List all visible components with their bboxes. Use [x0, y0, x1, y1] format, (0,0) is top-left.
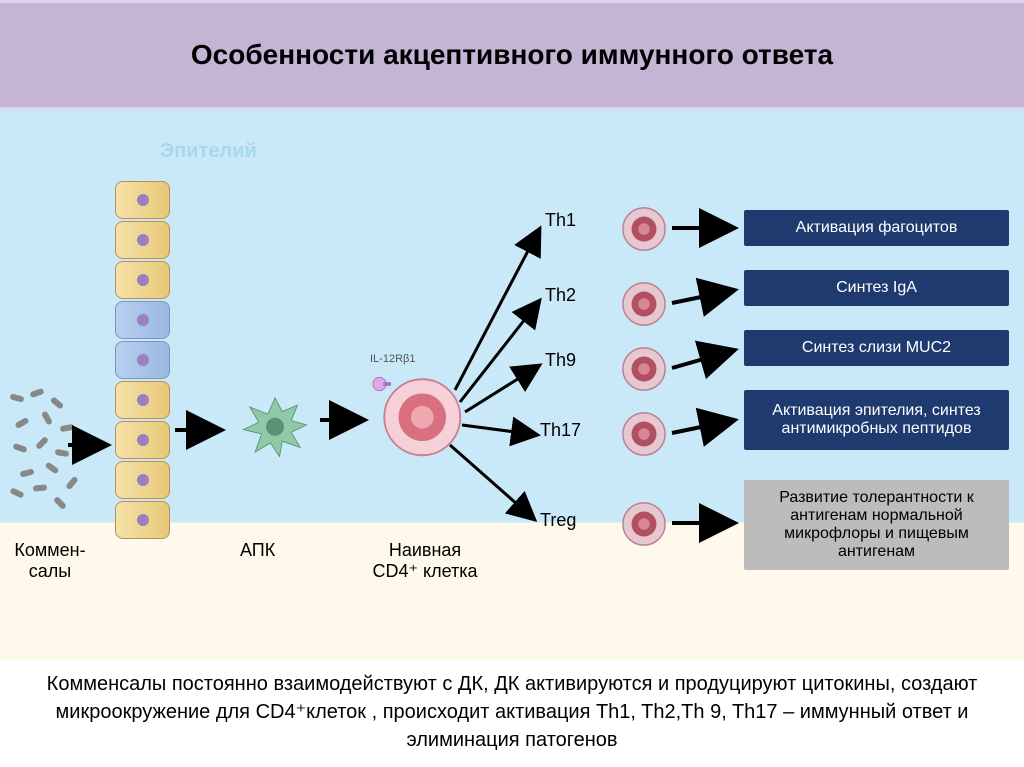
tcell-th2-icon — [620, 280, 668, 328]
apc-cell-icon — [230, 380, 320, 470]
commensals-icon — [5, 390, 85, 510]
apc-label: АПК — [240, 540, 275, 561]
tcell-label-th1: Th1 — [545, 210, 576, 231]
tcell-th17-icon — [620, 410, 668, 458]
outcome-box-0: Активация фагоцитов — [744, 210, 1009, 246]
page-title: Особенности акцептивного иммунного ответ… — [191, 39, 833, 71]
tcell-th9-icon — [620, 345, 668, 393]
tcell-label-th2: Th2 — [545, 285, 576, 306]
epithelium-column — [115, 180, 170, 540]
naive-label: Наивная CD4⁺ клетка — [355, 540, 495, 582]
outcome-box-4: Развитие толерантности к антигенам норма… — [744, 480, 1009, 570]
tcell-treg-icon — [620, 500, 668, 548]
epithelium-label: Эпителий — [160, 140, 257, 163]
tcell-label-th9: Th9 — [545, 350, 576, 371]
header-band: Особенности акцептивного иммунного ответ… — [0, 0, 1024, 110]
tcell-th1-icon — [620, 205, 668, 253]
outcome-box-2: Синтез слизи MUC2 — [744, 330, 1009, 366]
tcell-label-treg: Treg — [540, 510, 576, 531]
naive-cd4-cell-icon — [370, 365, 465, 460]
outcome-box-1: Синтез IgA — [744, 270, 1009, 306]
tcell-label-th17: Th17 — [540, 420, 581, 441]
il12-label: IL-12Rβ1 — [370, 353, 415, 365]
commensals-label: Коммен- салы — [5, 540, 95, 582]
diagram-area: Эпителий IL-12Rβ1 Th1 Th2 Th9 Th17 Treg Акти… — [0, 110, 1024, 660]
outcome-box-3: Активация эпителия, синтез антимикробных… — [744, 390, 1009, 450]
footer-text: Комменсалы постоянно взаимодействуют с Д… — [0, 660, 1024, 754]
